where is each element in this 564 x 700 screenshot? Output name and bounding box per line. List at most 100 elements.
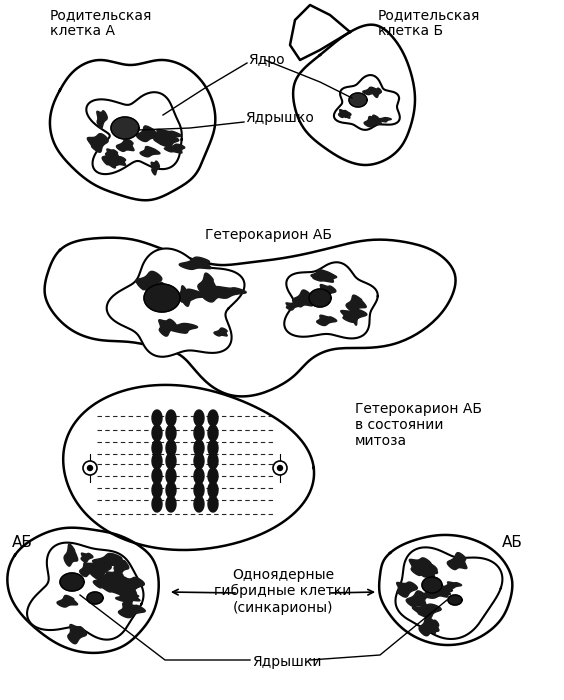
Polygon shape	[97, 111, 107, 128]
Polygon shape	[137, 275, 157, 293]
Text: АБ: АБ	[12, 535, 33, 550]
Polygon shape	[309, 289, 331, 307]
Polygon shape	[208, 425, 218, 441]
Polygon shape	[140, 146, 160, 157]
Polygon shape	[208, 496, 218, 512]
Polygon shape	[293, 25, 415, 165]
Polygon shape	[152, 425, 162, 441]
Polygon shape	[106, 570, 123, 584]
Polygon shape	[158, 319, 177, 336]
Polygon shape	[317, 315, 337, 326]
Polygon shape	[311, 270, 334, 279]
Polygon shape	[80, 563, 95, 577]
Polygon shape	[208, 468, 218, 484]
Polygon shape	[334, 75, 400, 130]
Polygon shape	[349, 93, 367, 107]
Polygon shape	[92, 554, 122, 566]
Polygon shape	[379, 535, 512, 645]
Polygon shape	[166, 440, 176, 456]
Polygon shape	[341, 309, 367, 322]
Polygon shape	[152, 468, 162, 484]
Text: АБ: АБ	[502, 535, 523, 550]
Polygon shape	[446, 582, 461, 589]
Polygon shape	[211, 286, 246, 298]
Polygon shape	[179, 289, 207, 300]
Polygon shape	[208, 410, 218, 426]
Polygon shape	[395, 547, 503, 639]
Polygon shape	[422, 577, 442, 593]
Polygon shape	[421, 589, 451, 598]
Polygon shape	[318, 284, 336, 298]
Polygon shape	[178, 286, 189, 302]
Polygon shape	[406, 591, 426, 607]
Polygon shape	[290, 5, 350, 60]
Polygon shape	[87, 592, 103, 604]
Polygon shape	[409, 558, 431, 575]
Circle shape	[277, 466, 283, 470]
Polygon shape	[338, 110, 349, 118]
Polygon shape	[152, 496, 162, 512]
Polygon shape	[81, 553, 93, 562]
Polygon shape	[286, 302, 299, 310]
Polygon shape	[428, 620, 439, 634]
Polygon shape	[194, 496, 204, 512]
Polygon shape	[45, 238, 456, 396]
Polygon shape	[7, 528, 158, 653]
Polygon shape	[152, 440, 162, 456]
Polygon shape	[64, 544, 78, 566]
Polygon shape	[346, 295, 366, 312]
Polygon shape	[166, 496, 176, 512]
Text: Гетерокарион АБ
в состоянии
митоза: Гетерокарион АБ в состоянии митоза	[355, 402, 482, 449]
Polygon shape	[214, 328, 227, 336]
Polygon shape	[202, 286, 226, 302]
Polygon shape	[87, 134, 108, 152]
Polygon shape	[166, 453, 176, 469]
Polygon shape	[179, 257, 212, 270]
Polygon shape	[164, 144, 184, 153]
Polygon shape	[116, 593, 140, 601]
Text: Ядрышко: Ядрышко	[245, 111, 314, 125]
Polygon shape	[428, 586, 452, 597]
Polygon shape	[105, 149, 117, 157]
Polygon shape	[166, 410, 176, 426]
Polygon shape	[166, 425, 176, 441]
Polygon shape	[100, 576, 131, 596]
Polygon shape	[166, 468, 176, 484]
Polygon shape	[120, 587, 136, 608]
Polygon shape	[85, 559, 111, 580]
Polygon shape	[364, 116, 381, 127]
Polygon shape	[198, 273, 217, 295]
Text: Гетерокарион АБ: Гетерокарион АБ	[205, 228, 332, 242]
Polygon shape	[144, 284, 180, 312]
Polygon shape	[86, 92, 182, 174]
Polygon shape	[152, 410, 162, 426]
Polygon shape	[419, 617, 439, 636]
Polygon shape	[284, 262, 378, 338]
Polygon shape	[152, 482, 162, 498]
Polygon shape	[208, 482, 218, 498]
Polygon shape	[60, 573, 84, 591]
Polygon shape	[111, 157, 126, 165]
Circle shape	[87, 466, 92, 470]
Polygon shape	[114, 557, 129, 575]
Polygon shape	[396, 582, 417, 597]
Text: Одноядерные
гибридные клетки
(синкарионы): Одноядерные гибридные клетки (синкарионы…	[214, 568, 352, 615]
Text: Ядрышки: Ядрышки	[252, 655, 321, 669]
Polygon shape	[166, 482, 176, 498]
Polygon shape	[447, 553, 467, 570]
Polygon shape	[154, 136, 179, 147]
Polygon shape	[63, 385, 314, 550]
Polygon shape	[116, 139, 134, 151]
Polygon shape	[57, 596, 78, 607]
Polygon shape	[293, 290, 312, 307]
Polygon shape	[152, 453, 162, 469]
Polygon shape	[27, 542, 143, 640]
Polygon shape	[351, 308, 359, 326]
Polygon shape	[412, 604, 441, 618]
Polygon shape	[363, 88, 377, 94]
Polygon shape	[120, 578, 144, 594]
Polygon shape	[194, 453, 204, 469]
Polygon shape	[102, 150, 118, 168]
Polygon shape	[208, 453, 218, 469]
Polygon shape	[94, 575, 114, 590]
